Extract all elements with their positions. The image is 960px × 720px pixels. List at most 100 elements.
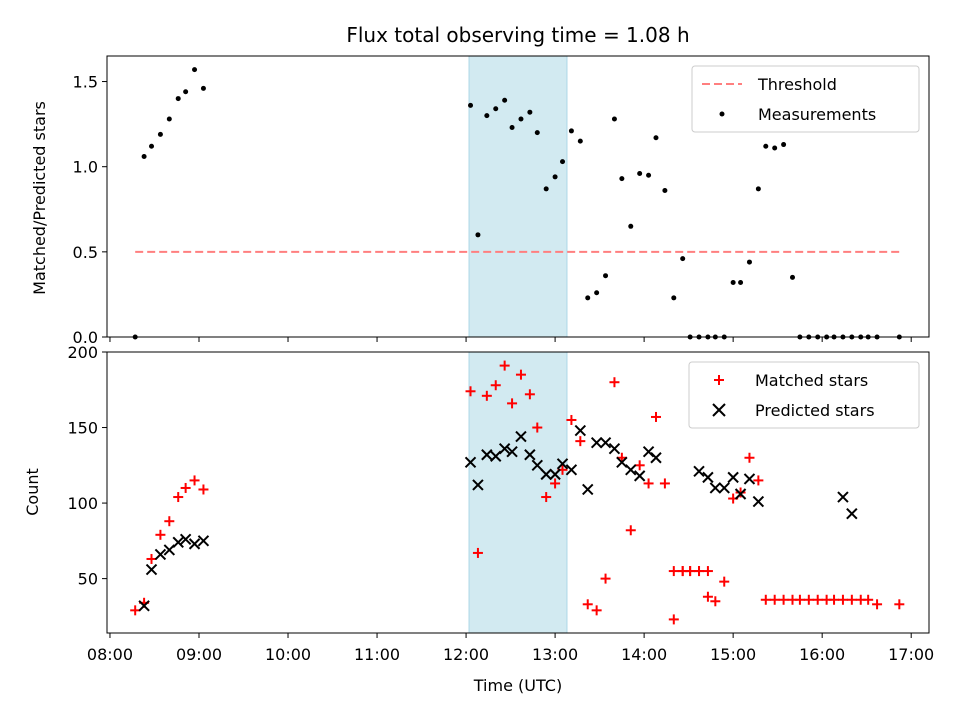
x-tick-label: 12:00 [443, 645, 489, 664]
matched-star-point [164, 516, 175, 527]
bottom-legend-box [688, 361, 920, 429]
measurement-point [772, 145, 778, 151]
predicted-star-mark-b [531, 459, 543, 472]
matched-star-point [507, 398, 518, 409]
predicted-star-mark-b [752, 495, 765, 508]
bottom-axes-frame [106, 351, 930, 634]
matched-star-point [515, 369, 526, 380]
predicted-star-point [498, 442, 511, 455]
predicted-star-point [565, 464, 578, 476]
bottom-y-tick-label: 150 [67, 419, 98, 438]
predicted-star-mark-b [642, 446, 655, 458]
measurement-point [175, 96, 181, 102]
measurement-point [543, 186, 549, 192]
matched-star-point [702, 591, 713, 602]
bottom-series-matched-stars [130, 360, 905, 625]
matched-star-point [863, 594, 874, 605]
predicted-star-point [625, 464, 637, 476]
legend-predicted-swatch-b [712, 403, 726, 417]
predicted-star-point [650, 452, 662, 464]
matched-star-point [524, 389, 535, 400]
top-legend-label: Measurements [758, 105, 876, 124]
predicted-star-point [172, 536, 184, 549]
predicted-star-mark-b [574, 424, 587, 437]
predicted-star-point [693, 465, 705, 478]
top-legend-box [691, 65, 920, 133]
x-tick-label: 11:00 [354, 645, 400, 664]
predicted-star-mark-b [472, 479, 484, 491]
bottom-y-axis-label: Count [23, 468, 42, 516]
x-tick-label: 09:00 [176, 645, 222, 664]
legend-measurement-swatch [719, 111, 725, 117]
measurement-point [738, 280, 744, 286]
measurement-point [468, 102, 474, 108]
matched-star-point [769, 594, 780, 605]
predicted-star-point [524, 449, 536, 461]
matched-star-point [541, 492, 552, 503]
matched-star-point [719, 576, 730, 587]
predicted-star-point [574, 424, 587, 437]
matched-star-point [778, 594, 789, 605]
predicted-star-mark-b [188, 538, 201, 550]
top-y-tick-label: 0.5 [73, 243, 98, 262]
matched-star-point [668, 566, 679, 577]
matched-star-point [173, 492, 184, 503]
predicted-star-point [506, 446, 518, 458]
predicted-star-mark-b [582, 483, 594, 496]
predicted-star-mark-b [709, 482, 722, 494]
predicted-star-point [752, 495, 765, 508]
matched-star-point [803, 594, 814, 605]
predicted-star-mark-b [650, 452, 662, 464]
predicted-star-point [582, 483, 594, 496]
predicted-star-point [154, 548, 167, 561]
predicted-star-mark-b [837, 491, 849, 503]
bottom-x-axis-label: Time (UTC) [473, 676, 562, 695]
matched-star-point [600, 573, 611, 584]
matched-star-point [609, 377, 620, 388]
matched-star-point [146, 553, 157, 564]
matched-star-point [643, 478, 654, 489]
measurement-point [603, 273, 609, 279]
predicted-star-point [515, 430, 527, 443]
predicted-star-point [599, 436, 612, 449]
predicted-star-point [145, 563, 158, 576]
measurement-point [585, 295, 591, 301]
predicted-star-point [702, 471, 714, 484]
measurement-point [509, 125, 515, 131]
matched-star-point [566, 414, 577, 425]
measurement-point [166, 116, 172, 122]
matched-star-point [650, 411, 661, 422]
top-panel: 0.0 0.5 1.0 1.5 Threshold Measurements [73, 55, 930, 347]
predicted-star-mark-b [464, 456, 477, 468]
top-highlight-span [468, 55, 568, 338]
top-legend-label: Threshold [757, 75, 837, 94]
predicted-star-mark-b [599, 436, 612, 449]
predicted-star-mark-b [524, 449, 536, 461]
matched-star-point [735, 487, 746, 498]
predicted-star-point [727, 471, 739, 484]
measurement-point [671, 295, 677, 301]
matched-star-point [710, 596, 721, 607]
matched-star-point [668, 614, 679, 625]
measurement-point [568, 128, 574, 134]
measurement-point [619, 176, 625, 182]
measurement-point [755, 186, 761, 192]
bottom-y-tick-label: 200 [67, 343, 98, 362]
matched-star-point [846, 594, 857, 605]
x-tick-label: 14:00 [621, 645, 667, 664]
measurement-point [475, 232, 481, 238]
matched-star-point [189, 475, 200, 486]
predicted-star-mark-b [197, 535, 210, 547]
predicted-star-mark-b [590, 436, 603, 449]
bottom-legend: Matched stars Predicted stars [688, 361, 920, 429]
predicted-star-mark-b [718, 482, 730, 494]
matched-star-point [481, 390, 492, 401]
measurement-point [502, 97, 508, 103]
bottom-series-predicted-stars [138, 424, 858, 612]
top-axes-frame [106, 55, 930, 338]
predicted-star-point [709, 482, 722, 494]
x-tick-label: 17:00 [888, 645, 934, 664]
matched-star-point [499, 360, 510, 371]
matched-star-point [490, 380, 501, 391]
